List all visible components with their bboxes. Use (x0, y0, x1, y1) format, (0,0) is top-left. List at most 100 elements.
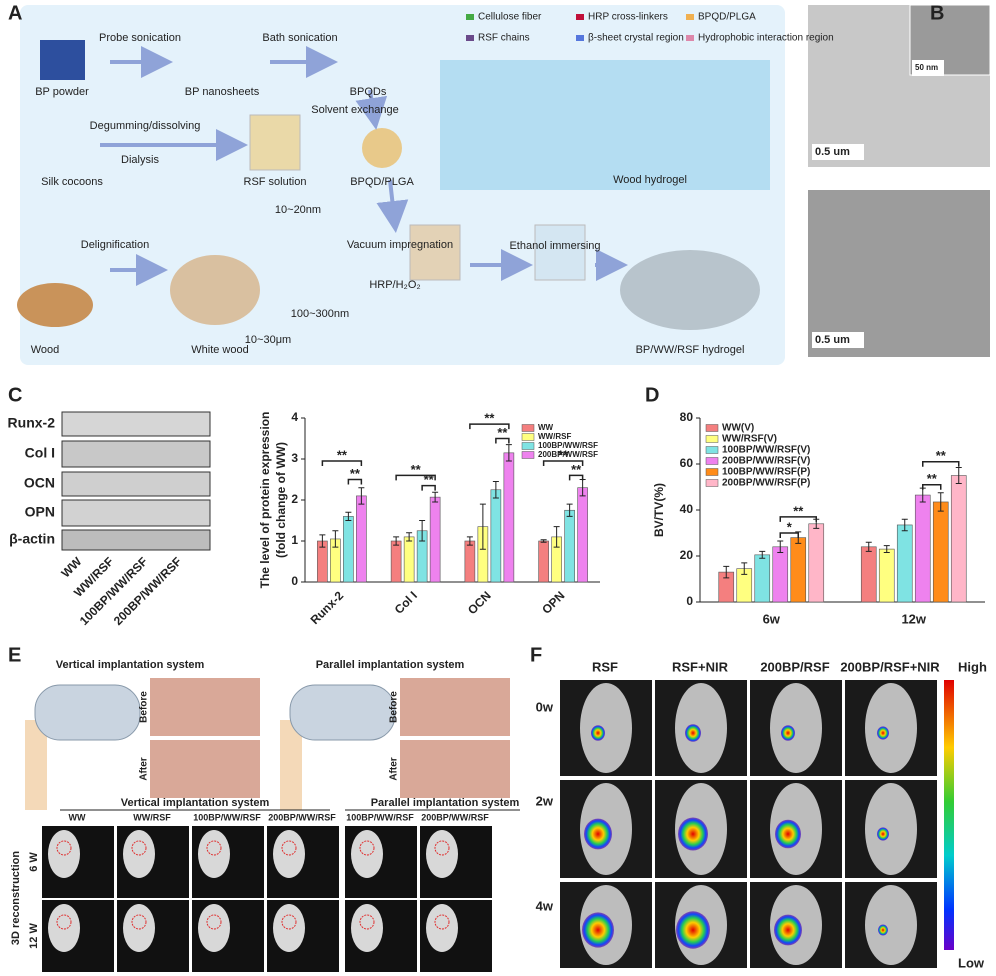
legend-swatch (466, 35, 474, 41)
diagram-label: Wood hydrogel (613, 174, 687, 186)
legend-swatch (521, 451, 535, 459)
protein-label: OCN (24, 475, 55, 491)
signal (774, 914, 802, 946)
beaker (409, 224, 461, 281)
group-header: Vertical implantation system (121, 797, 270, 809)
column-label: RSF (592, 659, 618, 674)
bar (790, 537, 807, 603)
bone-illustration (25, 720, 47, 810)
white-wood (170, 255, 260, 325)
significance-label: ** (411, 462, 422, 477)
diagram-label: 10~30μm (245, 334, 291, 346)
mouse (675, 683, 727, 773)
scale-label: High (958, 659, 987, 674)
photo-label: After (139, 757, 150, 780)
bar (932, 501, 949, 603)
significance-bracket (922, 460, 960, 467)
legend-swatch (466, 14, 474, 20)
diagram-label: Dialysis (121, 154, 159, 166)
legend-swatch (705, 457, 719, 465)
photo (150, 678, 260, 736)
defect-marker (56, 840, 72, 856)
significance-label: ** (497, 425, 508, 440)
row-label: 4w (536, 898, 554, 913)
error-bar (937, 492, 944, 512)
scale-box (812, 144, 864, 160)
diagram-label: Probe sonication (99, 32, 181, 44)
significance-bracket (347, 478, 363, 485)
significance-label: ** (337, 447, 348, 462)
row-label: 12 W (28, 923, 40, 949)
column-label: 200BP/WW/RSF (268, 812, 336, 822)
y-tick-label: 40 (680, 502, 694, 516)
bar (390, 540, 402, 583)
photo-label: After (389, 757, 400, 780)
panel-letter: D (645, 384, 659, 406)
signal (878, 924, 888, 936)
bar (914, 494, 931, 603)
legend-label: HRP cross-linkers (588, 12, 668, 23)
protein-label: Runx-2 (8, 415, 56, 431)
bone-render (198, 830, 230, 878)
bar (538, 540, 549, 583)
legend-label: RSF chains (478, 33, 530, 44)
signal (582, 912, 614, 948)
error-bar (319, 534, 326, 548)
signal (685, 724, 701, 742)
error-bar (345, 511, 352, 521)
significance-label: ** (793, 503, 804, 518)
legend-swatch (686, 14, 694, 20)
scale-bar-label: 0.5 um (815, 146, 850, 158)
column-label: WW (69, 812, 86, 822)
color-bar (944, 680, 954, 950)
column-label: RSF+NIR (672, 659, 729, 674)
photo-label: Before (389, 691, 400, 723)
legend-swatch (705, 424, 719, 432)
error-bar (432, 491, 439, 503)
diagram-label: BPQDs (350, 86, 387, 98)
legend-swatch (521, 433, 535, 441)
protein-label: Col I (25, 445, 55, 461)
significance-label: ** (558, 447, 569, 462)
mouse (865, 783, 917, 875)
error-bar (479, 503, 486, 550)
section-title: Vertical implantation system (56, 659, 205, 671)
column-label: 200BP/RSF (760, 659, 829, 674)
hydrogel (620, 250, 760, 330)
error-bar (332, 530, 339, 548)
y-tick-label: 0 (686, 594, 693, 608)
panel-letter: F (530, 644, 542, 666)
bone-render (351, 830, 383, 878)
legend-label: 200BP/WW/RSF(V) (722, 456, 810, 467)
diagram-label: Vacuum impregnation (347, 239, 453, 251)
significance-bracket (568, 474, 584, 481)
y-tick-label: 0 (291, 574, 298, 588)
bone-render (123, 830, 155, 878)
legend-label: WW/RSF(V) (722, 434, 777, 445)
defect-marker (206, 914, 222, 930)
legend-label: 200BP/WW/RSF(P) (722, 478, 810, 489)
legend-label: 100BP/WW/RSF (538, 441, 598, 450)
bar (343, 516, 354, 583)
bar (464, 540, 476, 583)
diagram-label: Degumming/dissolving (90, 120, 201, 132)
scale-box (812, 332, 864, 348)
x-tick-label: OCN (465, 588, 494, 617)
legend-swatch (705, 446, 719, 454)
bar (808, 523, 825, 603)
legend-swatch (521, 424, 535, 432)
bone-render (48, 830, 80, 878)
diagram-label: HRP/H₂O₂ (369, 279, 420, 291)
error-bar (466, 536, 473, 546)
error-bar (723, 565, 730, 579)
significance-bracket (421, 484, 436, 491)
mouse (865, 683, 917, 773)
legend-swatch (705, 468, 719, 476)
y-tick-label: 1 (291, 533, 298, 547)
diagram-label: Ethanol immersing (509, 240, 600, 252)
y-tick-label: 4 (291, 410, 298, 424)
bp-powder (40, 40, 85, 80)
column-label: 100BP/WW/RSF (193, 812, 261, 822)
bar (950, 475, 967, 603)
bar (878, 548, 895, 603)
